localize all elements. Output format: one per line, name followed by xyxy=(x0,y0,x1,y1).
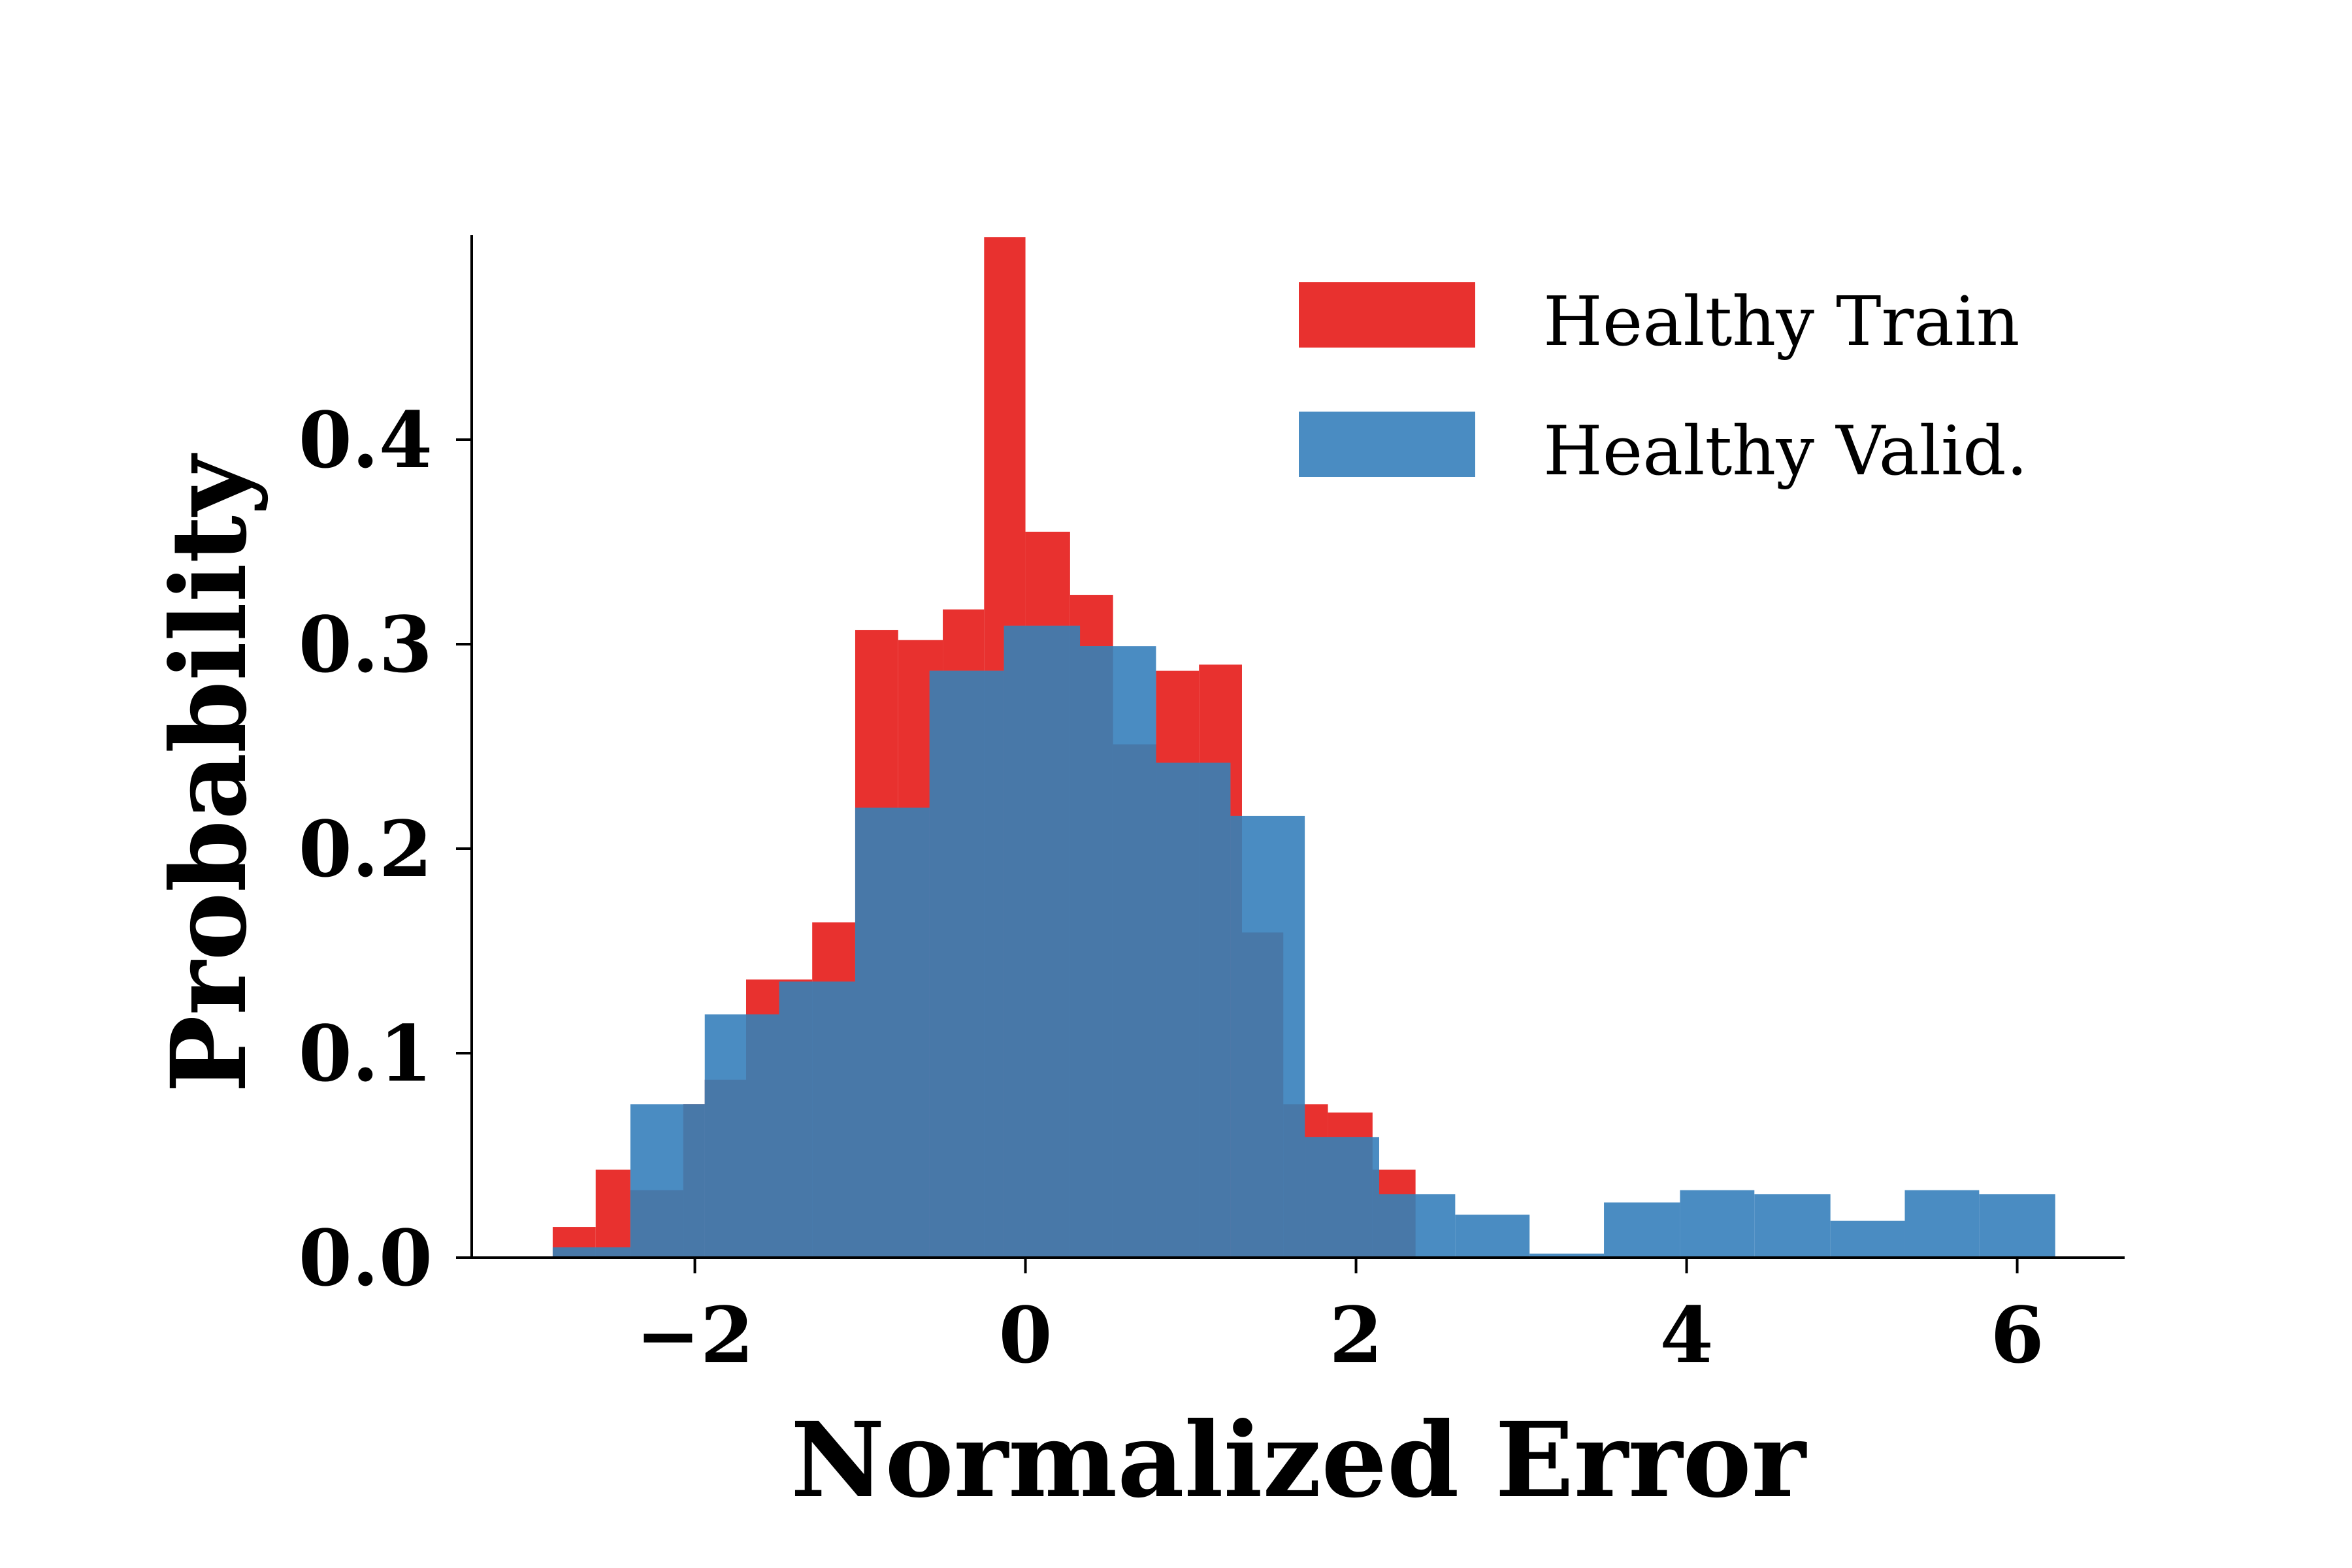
overlap-bar-9-2 xyxy=(1199,762,1231,1258)
valid-bar-19 xyxy=(1904,1190,1980,1258)
valid-bar-18 xyxy=(1830,1220,1905,1258)
overlap-bar-6-0 xyxy=(1004,625,1026,1258)
overlap-bar-3-1 xyxy=(812,981,855,1258)
overlap-bar-1-0 xyxy=(630,1190,683,1258)
overlap-bar-5-2 xyxy=(984,670,1004,1258)
valid-bar-17 xyxy=(1754,1194,1831,1258)
x-axis-title: Normalized Error xyxy=(791,1400,1807,1521)
x-tick-label-4: 6 xyxy=(1990,1290,2044,1380)
valid-bar-14 xyxy=(1529,1253,1605,1258)
legend-label-train: Healthy Train xyxy=(1543,282,2019,361)
y-tick-label-2: 0.2 xyxy=(299,804,433,894)
y-axis-title: Probability xyxy=(149,453,270,1093)
valid-bar-13 xyxy=(1455,1215,1530,1258)
overlap-bar-2-0 xyxy=(704,1079,746,1258)
legend-swatch-train xyxy=(1299,282,1475,348)
overlap-bar-10-2 xyxy=(1283,1104,1305,1258)
valid-bar-20 xyxy=(1979,1194,2055,1258)
overlap-bar-11-2 xyxy=(1372,1169,1379,1258)
overlap-bar-3-0 xyxy=(779,981,813,1258)
y-tick-label-3: 0.3 xyxy=(299,599,433,690)
valid-bar-16 xyxy=(1680,1190,1755,1258)
overlap-bar-6-2 xyxy=(1070,625,1081,1258)
y-tick-label-4: 0.4 xyxy=(299,395,433,485)
overlap-bar-0-0 xyxy=(552,1247,596,1258)
valid-bars xyxy=(552,625,2055,1258)
overlap-bar-1-1 xyxy=(683,1104,705,1258)
y-tick-label-0: 0.0 xyxy=(299,1213,433,1303)
axes xyxy=(470,235,2125,1259)
overlap-bar-12-0 xyxy=(1379,1194,1416,1258)
overlap-bar-6-1 xyxy=(1025,625,1070,1258)
overlap-bar-7-0 xyxy=(1080,646,1113,1258)
overlap-bar-4-0 xyxy=(855,808,898,1258)
x-tick-label-3: 4 xyxy=(1659,1290,1713,1380)
valid-bar-15 xyxy=(1604,1202,1680,1258)
overlap-bar-5-0 xyxy=(929,670,943,1258)
overlap-bar-11-0 xyxy=(1305,1137,1328,1258)
legend: Healthy Train Healthy Valid. xyxy=(1299,282,2028,491)
overlap-bar-10-1 xyxy=(1241,932,1284,1258)
overlap-bar-0-1 xyxy=(595,1247,630,1258)
overlap-bar-9-1 xyxy=(1156,762,1200,1258)
overlap-bar-5-1 xyxy=(943,670,985,1258)
overlap-bar-9-0 xyxy=(1113,762,1156,1258)
overlap-bar-4-1 xyxy=(898,808,930,1258)
x-tick-label-0: −2 xyxy=(636,1290,754,1380)
overlap-bar-2-1 xyxy=(745,1014,779,1258)
overlap-bar-10-0 xyxy=(1230,815,1242,1258)
train-bar-1 xyxy=(595,1169,630,1258)
overlap-bar-11-1 xyxy=(1328,1137,1373,1258)
legend-label-valid: Healthy Valid. xyxy=(1543,411,2028,491)
ticks: −2 0 2 4 6 0.0 0.1 0.2 0.3 0.4 xyxy=(299,395,2044,1380)
legend-swatch-valid xyxy=(1299,412,1475,477)
y-tick-label-1: 0.1 xyxy=(299,1008,433,1099)
x-tick-label-2: 2 xyxy=(1329,1290,1382,1380)
x-tick-label-1: 0 xyxy=(998,1290,1052,1380)
